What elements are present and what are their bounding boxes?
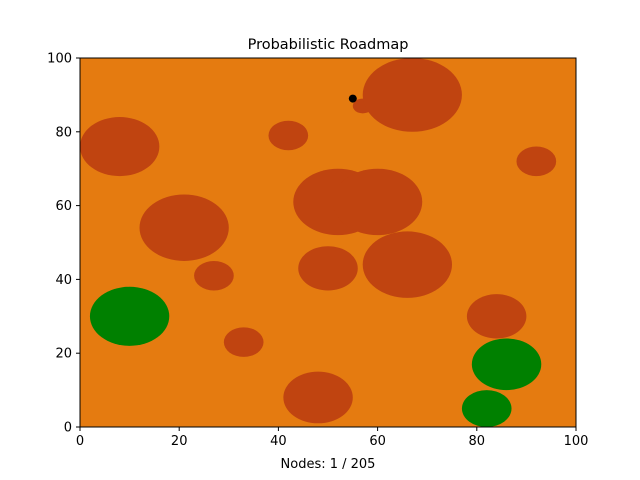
y-tick-label: 60: [55, 199, 72, 214]
y-tick-label: 40: [55, 273, 72, 288]
goal-region-circle: [471, 338, 542, 391]
roadmap-node: [348, 94, 357, 103]
chart-title: Probabilistic Roadmap: [248, 37, 409, 53]
axes: 0 20 40 60 80 100 0 20 40 60 80 100: [47, 52, 588, 450]
obstacle-circle: [139, 194, 229, 261]
y-tick-label: 20: [55, 347, 72, 362]
obstacle-circle: [362, 231, 452, 298]
x-tick-label: 80: [469, 434, 486, 449]
x-tick-label: 100: [564, 434, 589, 449]
goal-region-circle: [461, 390, 512, 427]
obstacle-circle: [516, 146, 557, 177]
obstacle-circle: [298, 246, 358, 291]
obstacle-circle: [283, 371, 353, 424]
plot-area: [80, 58, 576, 427]
obstacle-circle: [194, 260, 234, 291]
y-tick-label: 100: [47, 52, 72, 67]
obstacle-circle: [362, 58, 462, 132]
obstacle-circle: [223, 327, 264, 357]
y-tick-label: 80: [55, 125, 72, 140]
x-axis-label: Nodes: 1 / 205: [281, 457, 376, 472]
x-tick-label: 60: [369, 434, 386, 449]
x-tick-label: 0: [76, 434, 84, 449]
obstacle-circle: [332, 168, 423, 236]
plot-frame: [79, 57, 577, 428]
obstacle-circle: [80, 117, 160, 177]
x-tick-label: 40: [270, 434, 287, 449]
obstacle-circle: [268, 120, 309, 151]
obstacle-circle: [466, 294, 527, 339]
x-tick-label: 20: [171, 434, 188, 449]
y-tick-label: 0: [64, 421, 72, 436]
plot-shapes: [80, 58, 557, 427]
goal-region-circle: [89, 286, 170, 346]
